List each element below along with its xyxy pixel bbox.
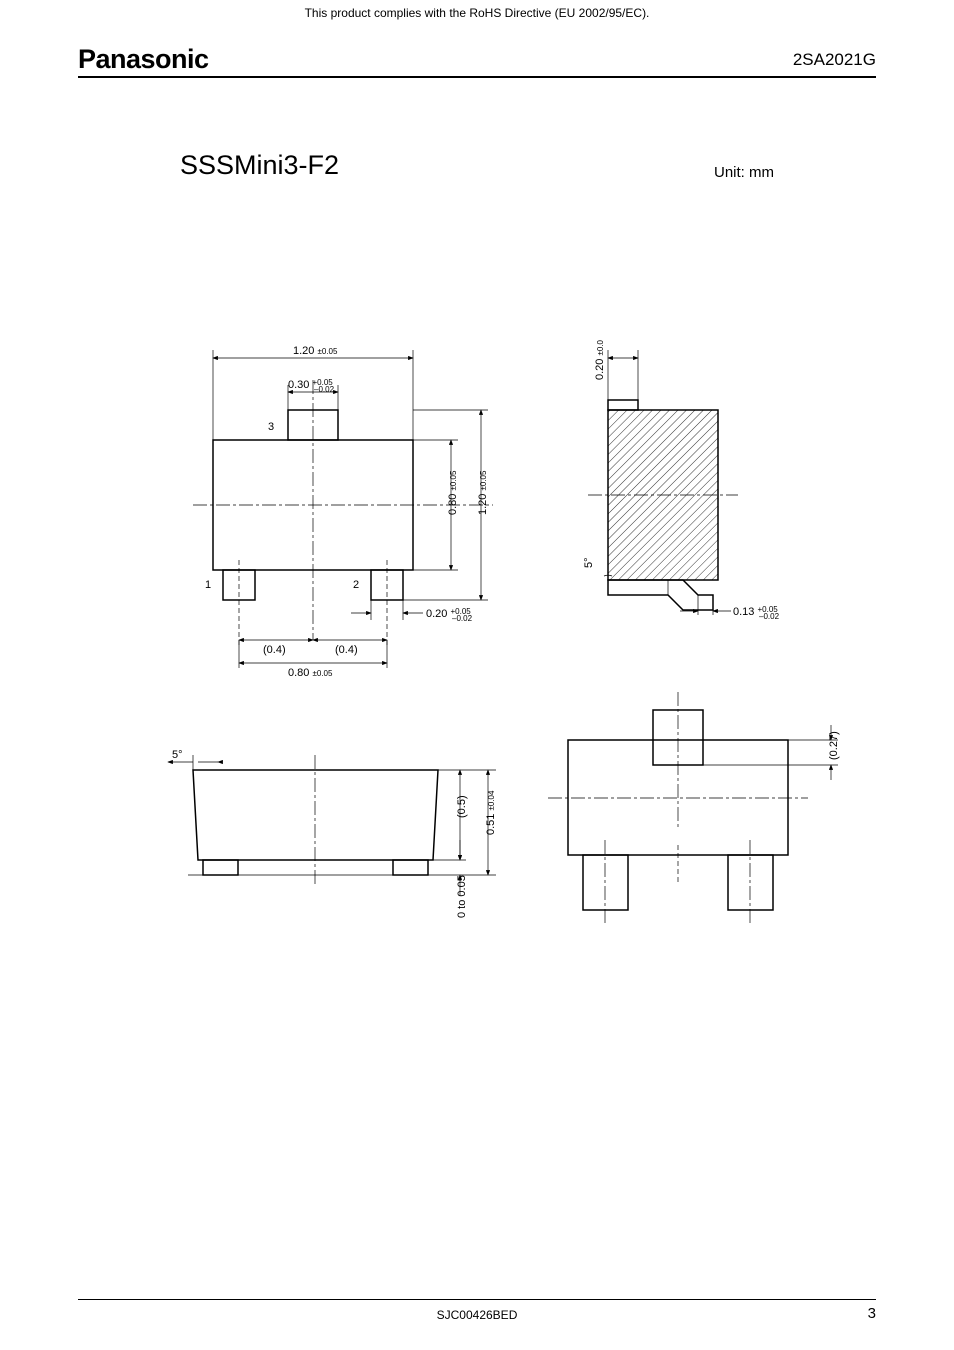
svg-text:0.13 +0.05–0.02: 0.13 +0.05–0.02 [733,605,780,621]
package-title-row: SSSMini3-F2 Unit: mm [180,150,774,181]
svg-text:1.20 ±0.05: 1.20 ±0.05 [477,470,489,515]
header-row: Panasonic 2SA2021G [78,44,876,78]
svg-text:2: 2 [353,579,359,591]
package-name: SSSMini3-F2 [180,150,339,181]
svg-text:(0.4): (0.4) [335,644,358,656]
brand-logo: Panasonic [78,44,209,75]
svg-text:(0.5): (0.5) [456,795,468,818]
svg-text:1: 1 [205,579,211,591]
svg-text:0.80 ±0.05: 0.80 ±0.05 [447,470,459,515]
svg-text:0 to 0.05: 0 to 0.05 [456,875,468,918]
compliance-statement: This product complies with the RoHS Dire… [0,6,954,20]
svg-text:(0.4): (0.4) [263,644,286,656]
unit-label: Unit: mm [714,164,774,181]
footer-divider [78,1299,876,1300]
svg-text:5°: 5° [172,749,183,761]
svg-text:0.20 ±0.05: 0.20 ±0.05 [594,340,606,380]
svg-text:0.51 ±0.04: 0.51 ±0.04 [485,790,497,835]
page-number: 3 [868,1305,876,1322]
svg-text:0.30 +0.05–0.02: 0.30 +0.05–0.02 [288,378,335,394]
svg-text:(0.27): (0.27) [828,731,840,760]
svg-text:1.20 ±0.05: 1.20 ±0.05 [293,345,338,357]
part-number: 2SA2021G [793,50,876,70]
svg-text:3: 3 [268,421,274,433]
mechanical-drawing: 1.20 ±0.05 0.30 +0.05–0.02 3 1 2 0.80 ±0… [78,340,876,980]
document-code: SJC00426BED [0,1308,954,1322]
svg-text:0.80 ±0.05: 0.80 ±0.05 [288,667,333,679]
svg-text:5°: 5° [583,557,595,568]
svg-text:0.20 +0.05–0.02: 0.20 +0.05–0.02 [426,607,473,623]
